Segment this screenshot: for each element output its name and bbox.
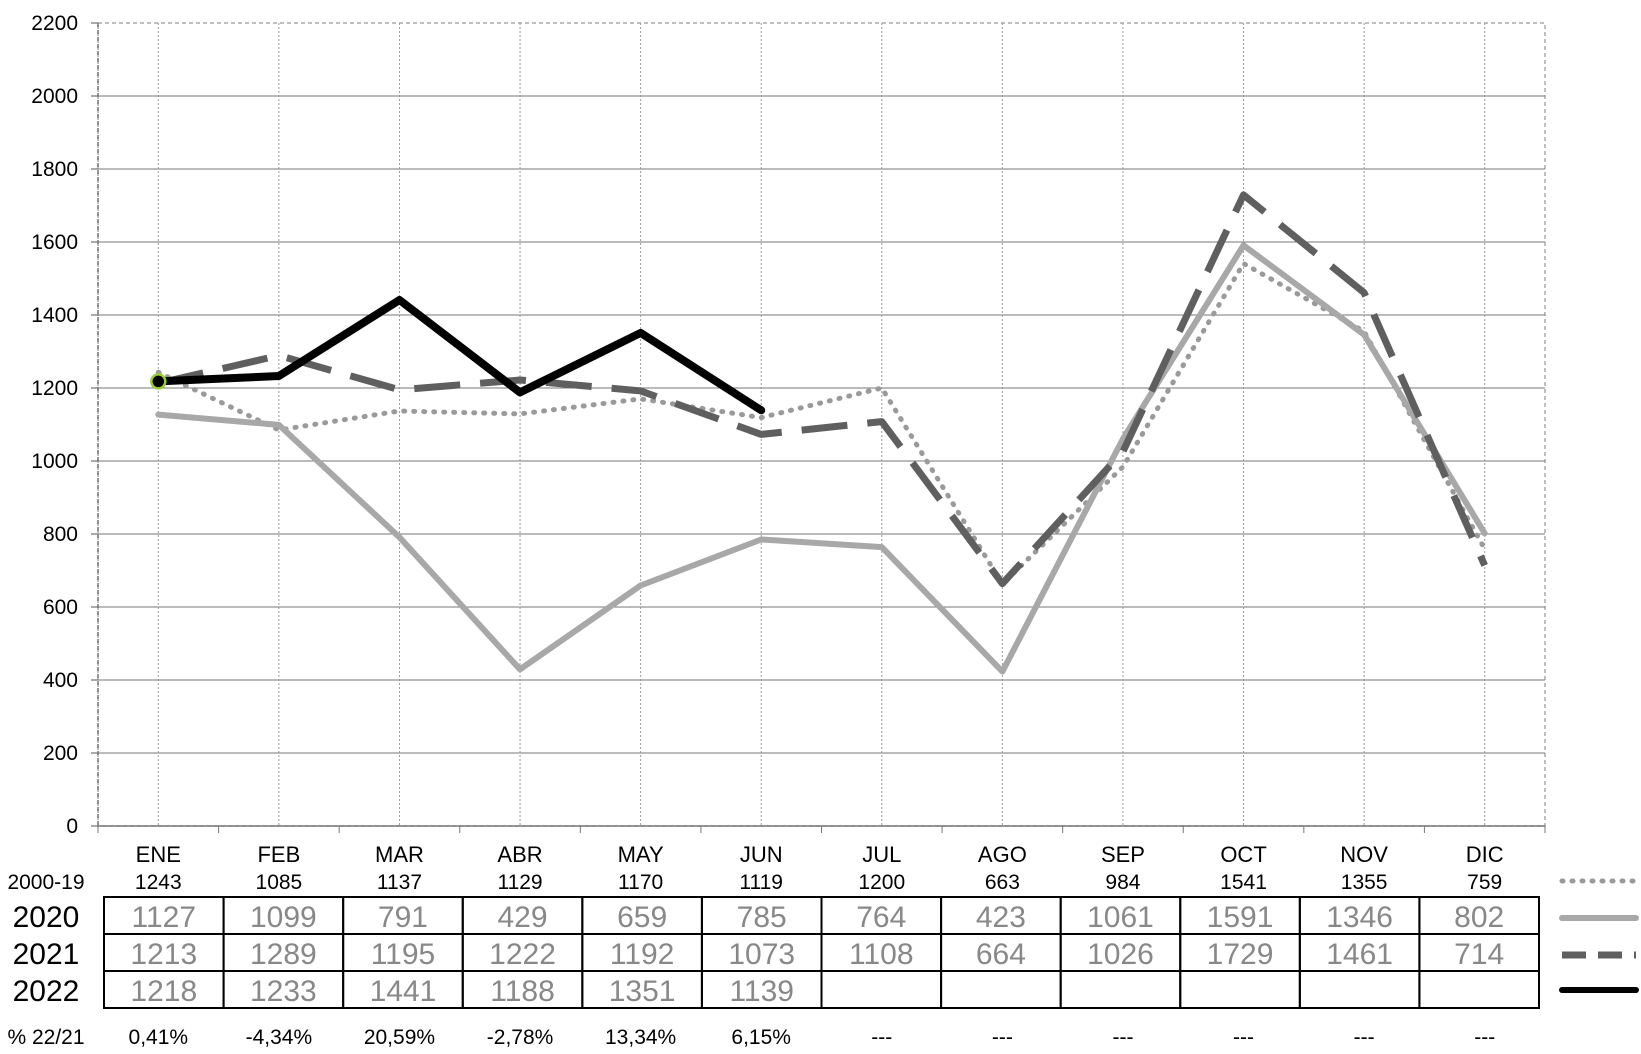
cell-2022-oct <box>1179 970 1301 1009</box>
ytick-label-2000: 2000 <box>31 85 78 108</box>
pct-value-may: 13,34% <box>605 1026 676 1049</box>
ytick-label-200: 200 <box>43 742 78 765</box>
cell-value-2020-sep: 1061 <box>1087 901 1154 934</box>
row-label-pct: % 22/21 <box>7 1026 84 1049</box>
cell-value-2020-may: 659 <box>617 901 667 934</box>
ytick-label-1600: 1600 <box>31 231 78 254</box>
cell-value-2020-nov: 1346 <box>1326 901 1393 934</box>
cell-value-2022-jun: 1139 <box>729 975 794 1008</box>
avg-value-sep: 984 <box>1105 871 1140 894</box>
cell-value-2020-jun: 785 <box>737 901 787 934</box>
cell-value-2020-dic: 802 <box>1454 901 1504 934</box>
month-label-nov: NOV <box>1340 842 1388 867</box>
avg-value-jul: 1200 <box>858 871 905 894</box>
pct-value-feb: -4,34% <box>246 1026 313 1049</box>
cell-value-2021-dic: 714 <box>1454 938 1504 971</box>
avg-value-ene: 1243 <box>135 871 182 894</box>
avg-value-nov: 1355 <box>1341 871 1388 894</box>
avg-value-mar: 1137 <box>377 871 422 894</box>
month-label-ene: ENE <box>136 842 181 867</box>
pct-value-jun: 6,15% <box>731 1026 791 1049</box>
month-label-oct: OCT <box>1220 842 1266 867</box>
row-label-2022: 2022 <box>13 975 80 1008</box>
month-label-sep: SEP <box>1101 842 1145 867</box>
cell-value-2021-sep: 1026 <box>1087 938 1154 971</box>
cell-value-2020-feb: 1099 <box>250 901 317 934</box>
month-label-dic: DIC <box>1466 842 1504 867</box>
series-2022-start-marker <box>150 373 167 390</box>
cell-value-2020-jul: 764 <box>856 901 906 934</box>
ytick-label-600: 600 <box>43 596 78 619</box>
avg-value-ago: 663 <box>985 871 1020 894</box>
cell-value-2021-abr: 1222 <box>489 938 556 971</box>
avg-value-abr: 1129 <box>497 871 542 894</box>
legend-layer <box>1559 878 1639 993</box>
month-label-ago: AGO <box>978 842 1027 867</box>
avg-value-oct: 1541 <box>1220 871 1267 894</box>
data-table: ENE 1243 FEB 1085 MAR 1137 ABR 1129 MAY 1170 JUN 11… <box>7 842 1540 1049</box>
ytick-label-0: 0 <box>66 815 78 838</box>
month-label-abr: ABR <box>497 842 542 867</box>
series-line-2022 <box>154 296 766 415</box>
row-label-2021: 2021 <box>13 938 80 971</box>
pct-value-mar: 20,59% <box>364 1026 435 1049</box>
series-line-2020 <box>155 242 1488 675</box>
cell-value-2020-ene: 1127 <box>132 901 197 934</box>
series-line-2021 <box>157 191 1488 588</box>
cell-value-2022-may: 1351 <box>609 975 676 1008</box>
cell-value-2021-jun: 1073 <box>728 938 795 971</box>
month-label-may: MAY <box>618 842 664 867</box>
pct-value-sep: --- <box>1112 1026 1133 1049</box>
row-label-2020: 2020 <box>13 901 80 934</box>
cell-2022-nov <box>1298 970 1421 1009</box>
cell-value-2020-abr: 429 <box>498 901 548 934</box>
ytick-label-1000: 1000 <box>31 450 78 473</box>
axis-layer: 0 200 400 600 800 1000 1200 1400 1600 1800 2000 220… <box>31 12 1546 838</box>
pct-value-jul: --- <box>871 1026 892 1049</box>
ytick-label-400: 400 <box>43 669 78 692</box>
cell-2022-ago <box>940 970 1062 1009</box>
cell-value-2020-oct: 1591 <box>1207 901 1274 934</box>
ytick-label-1200: 1200 <box>31 377 78 400</box>
cell-value-2021-may: 1192 <box>610 938 675 971</box>
avg-value-dic: 759 <box>1467 871 1502 894</box>
avg-value-jun: 1119 <box>739 871 783 894</box>
cell-value-2020-mar: 791 <box>378 901 428 934</box>
row-label-2000-19: 2000-19 <box>7 871 84 894</box>
pct-value-ene: 0,41% <box>129 1026 189 1049</box>
pct-value-dic: --- <box>1474 1026 1495 1049</box>
cell-value-2022-mar: 1441 <box>370 975 437 1008</box>
month-label-feb: FEB <box>257 842 300 867</box>
cell-value-2021-ene: 1213 <box>130 938 197 971</box>
pct-value-nov: --- <box>1354 1026 1375 1049</box>
cell-value-2021-ago: 664 <box>976 938 1026 971</box>
pct-value-ago: --- <box>992 1026 1013 1049</box>
ytick-label-1400: 1400 <box>31 304 78 327</box>
pct-value-abr: -2,78% <box>487 1026 554 1049</box>
ytick-label-1800: 1800 <box>31 158 78 181</box>
series-line-2000-19 <box>155 261 1488 587</box>
cell-2022-dic <box>1418 970 1540 1009</box>
pct-value-oct: --- <box>1233 1026 1254 1049</box>
series-layer <box>150 191 1488 675</box>
cell-2022-sep <box>1059 970 1182 1009</box>
cell-value-2020-ago: 423 <box>976 901 1026 934</box>
avg-value-feb: 1085 <box>256 871 303 894</box>
ytick-label-800: 800 <box>43 523 78 546</box>
month-label-mar: MAR <box>375 842 424 867</box>
month-label-jun: JUN <box>740 842 783 867</box>
avg-value-may: 1170 <box>618 871 663 894</box>
cell-value-2021-nov: 1461 <box>1326 938 1393 971</box>
cell-value-2022-abr: 1188 <box>490 975 555 1008</box>
cell-value-2021-mar: 1195 <box>371 938 436 971</box>
cell-value-2022-feb: 1233 <box>250 975 317 1008</box>
cell-value-2021-oct: 1729 <box>1207 938 1274 971</box>
cell-value-2021-jul: 1108 <box>849 938 914 971</box>
ytick-label-2200: 2200 <box>31 12 78 35</box>
cell-2022-jul <box>820 970 943 1009</box>
cell-value-2021-feb: 1289 <box>250 938 317 971</box>
cell-value-2022-ene: 1218 <box>130 975 197 1008</box>
month-label-jul: JUL <box>862 842 901 867</box>
